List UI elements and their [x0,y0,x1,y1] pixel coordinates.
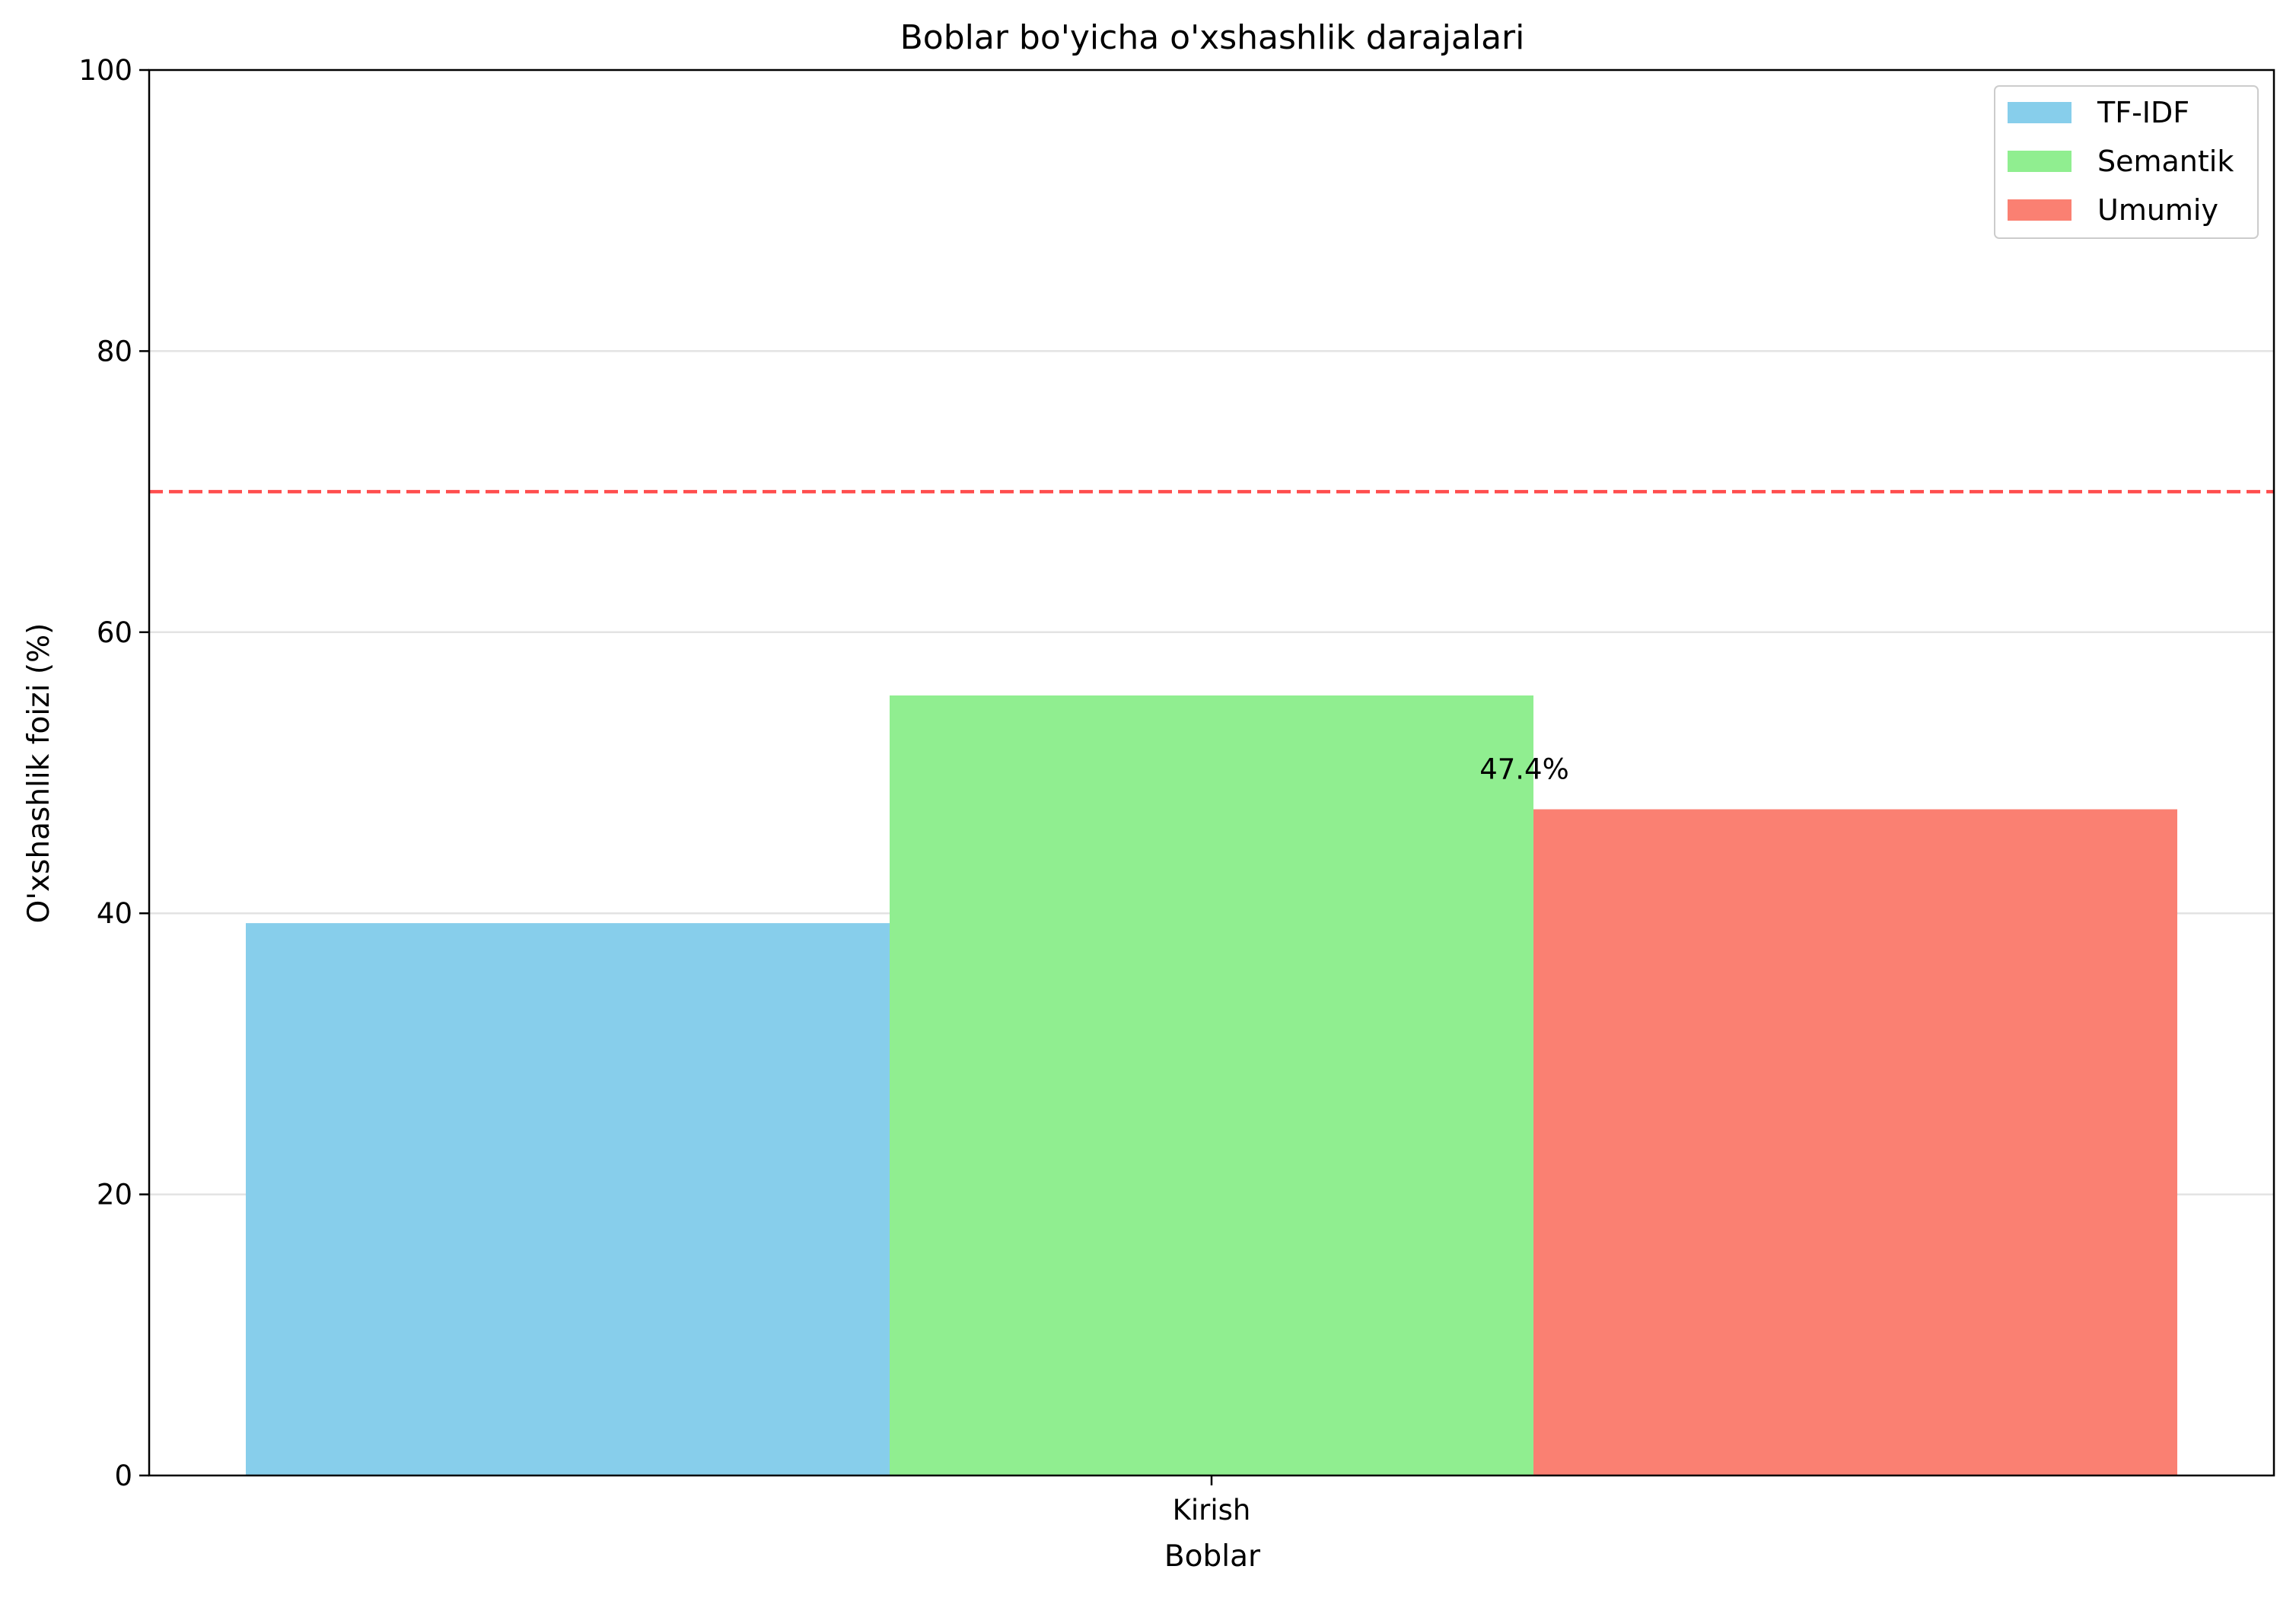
data-labels: 47.4% [1479,753,1569,786]
bar-umumiy [1533,809,2177,1475]
legend-swatch [2008,199,2071,221]
legend-label: Umumiy [2097,193,2218,227]
bars [246,695,2177,1475]
bar-semantik [890,695,1533,1475]
chart-title: Boblar bo'yicha o'xshashlik darajalari [900,18,1525,57]
y-axis-label: O'xshashlik foizi (%) [22,623,56,924]
legend-swatch [2008,151,2071,172]
y-axis-ticks: 0 20 40 60 80 100 [78,54,149,1492]
y-tick-label: 20 [97,1179,132,1211]
y-tick-label: 80 [97,335,132,368]
x-tick-label: Kirish [1173,1494,1251,1526]
y-tick-label: 40 [97,897,132,930]
y-tick-label: 100 [78,54,132,87]
legend-label: Semantik [2097,145,2234,178]
data-label: 47.4% [1479,753,1569,786]
legend: TF-IDF Semantik Umumiy [1994,85,2259,239]
legend-label: TF-IDF [2097,96,2189,129]
y-tick-label: 60 [97,616,132,649]
bar-tf-idf [246,923,890,1475]
legend-swatch [2008,102,2071,123]
x-axis-label: Boblar [1164,1539,1261,1574]
x-axis-ticks: Kirish [1173,1475,1251,1526]
y-tick-label: 0 [114,1460,132,1492]
